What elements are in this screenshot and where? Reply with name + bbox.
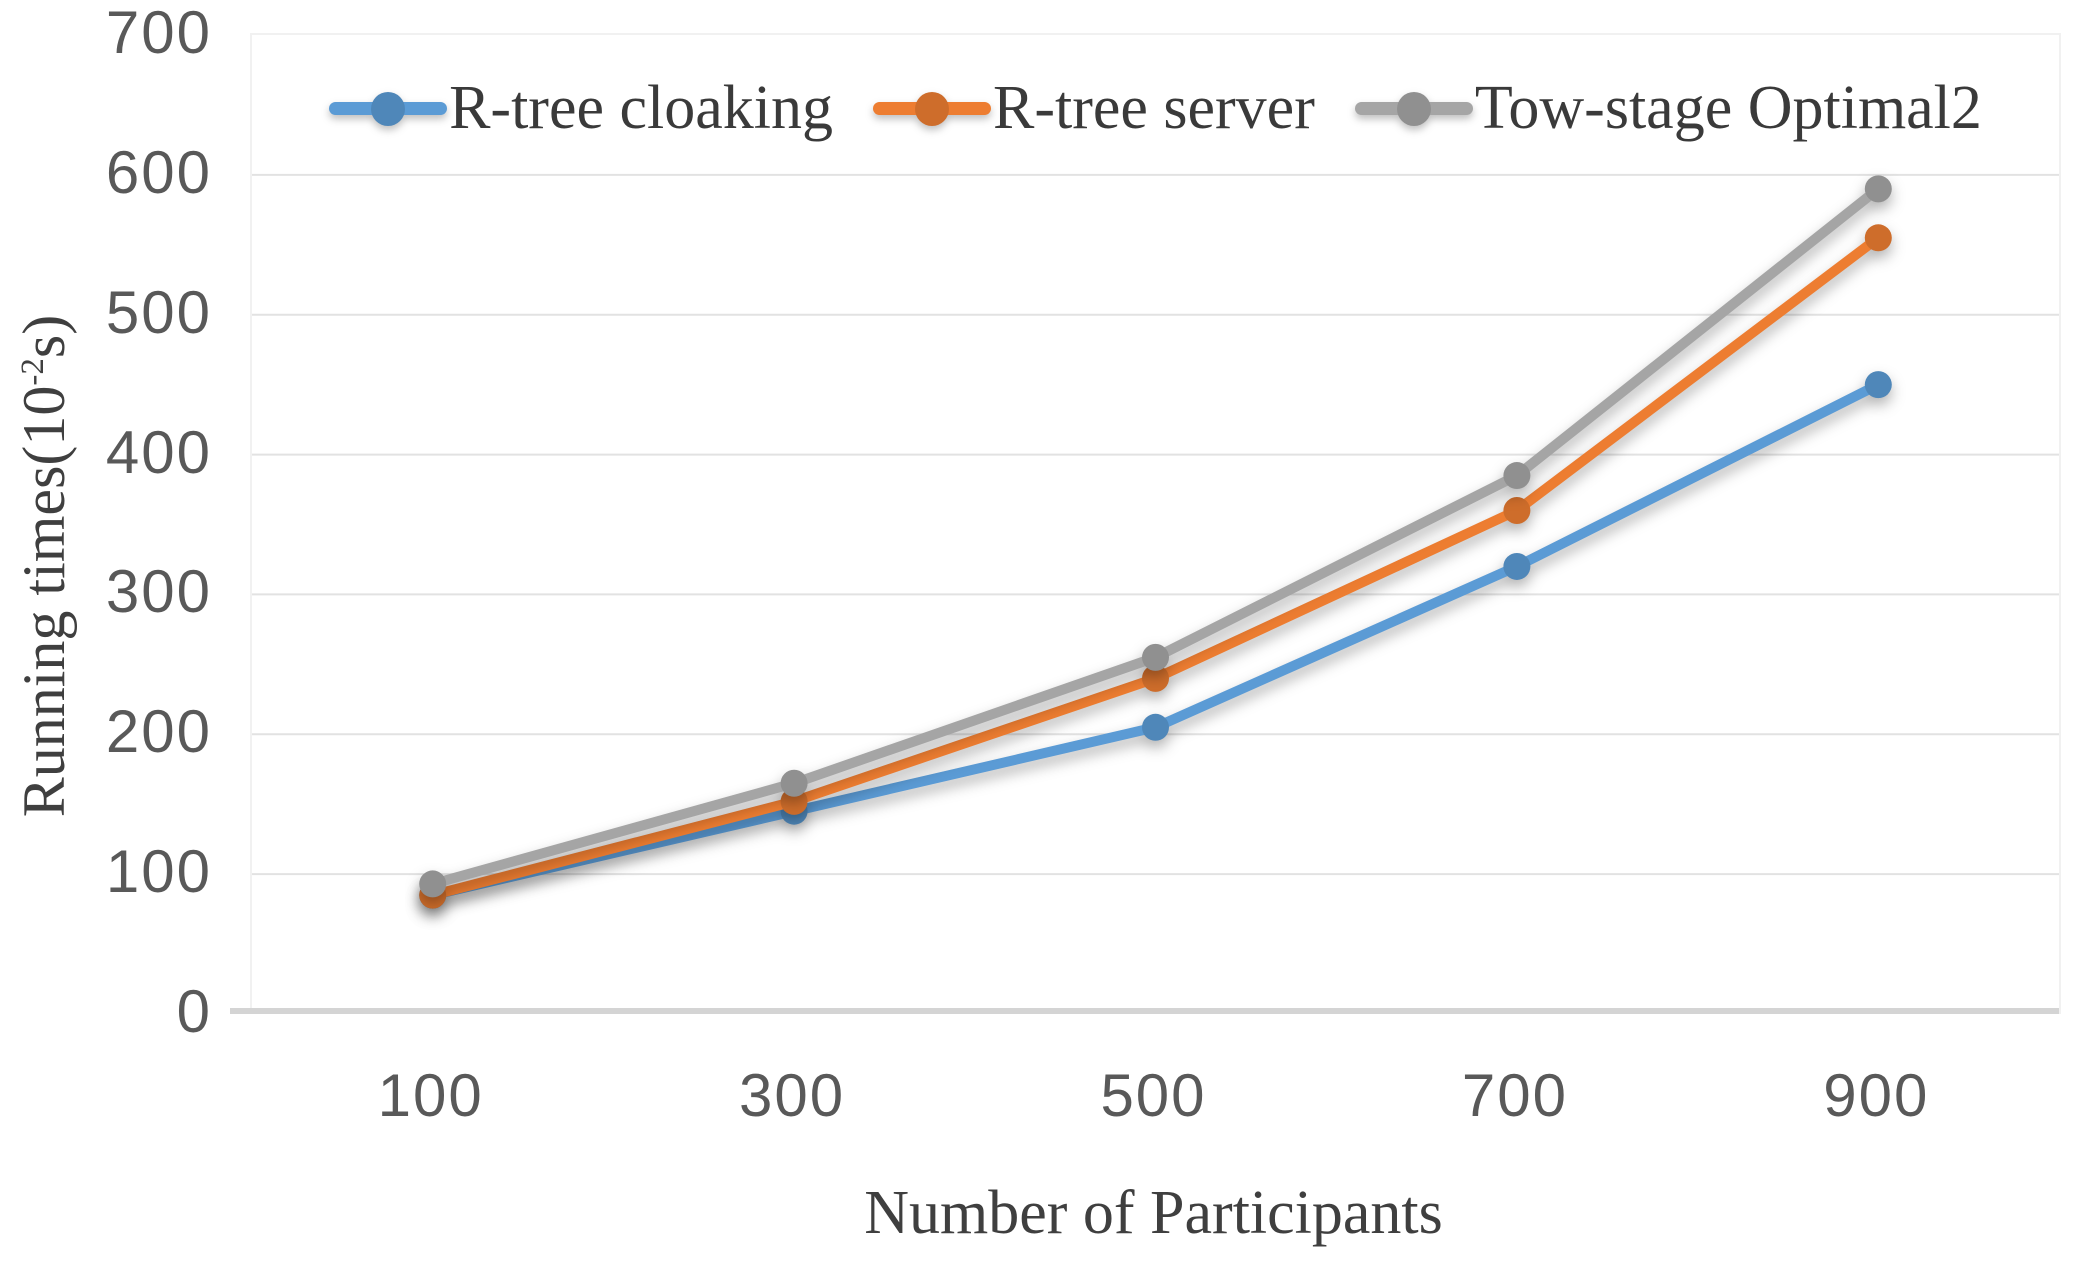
data-point-marker-icon	[1864, 224, 1892, 252]
legend-item-r-tree-cloaking: R-tree cloaking	[329, 73, 833, 144]
legend-line-marker-icon	[872, 91, 991, 126]
y-tick-label: 0	[176, 978, 212, 1045]
x-axis-title: Number of Participants	[864, 1179, 1443, 1247]
data-point-marker-icon	[1864, 371, 1892, 399]
legend-label: Tow-stage Optimal2	[1474, 74, 1982, 142]
x-tick-label: 700	[1461, 1062, 1568, 1129]
y-tick-label: 700	[105, 0, 212, 66]
data-point-marker-icon	[1503, 462, 1531, 490]
y-tick-label: 300	[105, 558, 212, 626]
series-line	[427, 183, 1884, 889]
data-point-marker-icon	[1142, 643, 1169, 671]
series-line	[427, 232, 1884, 901]
legend-dot-icon	[1396, 91, 1431, 126]
legend-line-marker-icon	[329, 91, 448, 126]
x-tick-label: 300	[739, 1062, 846, 1129]
series-r-tree-server	[419, 224, 1892, 909]
legend-dot-icon	[371, 91, 406, 126]
data-point-marker-icon	[780, 769, 808, 797]
data-point-marker-icon	[1864, 175, 1892, 203]
x-tick-label: 900	[1823, 1062, 1930, 1129]
y-tick-label: 200	[105, 698, 212, 766]
y-axis-title-superscript: -2	[15, 358, 51, 386]
data-point-marker-icon	[1142, 713, 1169, 741]
plot-canvas	[230, 173, 2059, 1014]
data-point-marker-icon	[1142, 664, 1169, 692]
legend-line-marker-icon	[1354, 91, 1473, 126]
data-point-marker-icon	[1503, 552, 1531, 580]
data-point-marker-icon	[419, 870, 447, 898]
legend-label: R-tree server	[992, 74, 1315, 142]
y-tick-label: 600	[105, 138, 212, 206]
legend-item-r-tree-server: R-tree server	[872, 73, 1315, 144]
legend-item-tow-stage-optimal2: Tow-stage Optimal2	[1354, 73, 1982, 144]
x-tick-label: 100	[377, 1062, 484, 1129]
y-tick-label: 100	[105, 838, 212, 906]
data-point-marker-icon	[1503, 497, 1531, 525]
y-tick-label: 500	[105, 278, 212, 346]
x-tick-label: 500	[1100, 1062, 1207, 1129]
y-tick-label: 400	[105, 418, 212, 486]
legend-dot-icon	[914, 91, 949, 126]
plot-area: R-tree cloaking R-tree server Tow-stage Op…	[230, 33, 2061, 1014]
legend: R-tree cloaking R-tree server Tow-stage Op…	[252, 73, 2059, 144]
series-tow-stage-optimal2	[419, 175, 1892, 898]
legend-label: R-tree cloaking	[449, 74, 833, 142]
